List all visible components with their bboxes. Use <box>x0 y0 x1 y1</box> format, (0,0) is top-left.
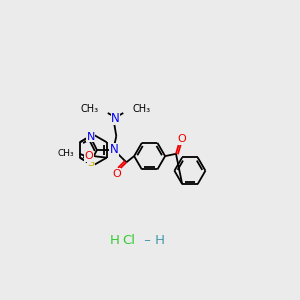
Text: S: S <box>87 158 94 168</box>
Text: – H: – H <box>140 233 165 247</box>
Text: H: H <box>110 233 120 247</box>
Text: O: O <box>112 169 121 179</box>
Text: N: N <box>86 132 95 142</box>
Text: CH₃: CH₃ <box>80 104 98 114</box>
Text: Cl: Cl <box>122 233 136 247</box>
Text: O: O <box>178 134 187 144</box>
Text: CH₃: CH₃ <box>133 104 151 114</box>
Text: O: O <box>85 151 93 161</box>
Text: N: N <box>110 143 118 157</box>
Text: CH₃: CH₃ <box>58 149 74 158</box>
Text: N: N <box>111 112 120 125</box>
